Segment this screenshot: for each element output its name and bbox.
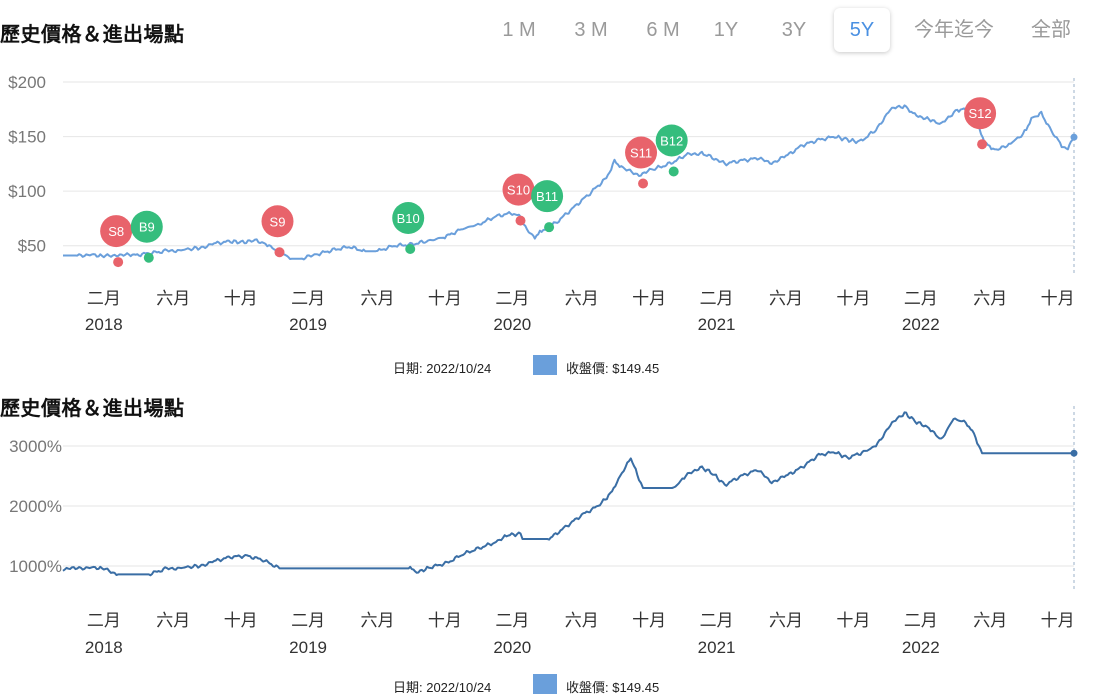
x-tick-month-label: 十月 bbox=[1041, 611, 1075, 631]
buy-point bbox=[405, 243, 416, 254]
x-tick-month-label: 二月 bbox=[291, 289, 325, 309]
legend-swatch bbox=[533, 355, 557, 375]
y-tick-label: $150 bbox=[8, 128, 46, 147]
x-tick-year-label: 2019 bbox=[289, 315, 327, 334]
x-tick-month-label: 六月 bbox=[565, 289, 599, 309]
x-tick-year-label: 2019 bbox=[289, 638, 327, 657]
x-tick-month-label: 六月 bbox=[973, 611, 1007, 631]
sell-point bbox=[515, 215, 526, 226]
sell-marker-label: S8 bbox=[108, 224, 124, 239]
x-tick-month-label: 十月 bbox=[836, 611, 870, 631]
sell-marker-bubble bbox=[502, 173, 535, 206]
y-tick-label: $200 bbox=[8, 73, 46, 92]
legend-close-price: 收盤價: $149.45 bbox=[566, 680, 660, 695]
last-point-dot bbox=[1070, 133, 1078, 141]
range-button-5y[interactable]: 5Y bbox=[834, 8, 890, 52]
y-tick-label: 3000% bbox=[9, 437, 62, 456]
sell-point bbox=[113, 257, 124, 268]
return-chart[interactable]: 1000% 2000% 3000% 二月 2018 六月 十月 二月 2019 六月 十月 二月 202… bbox=[0, 400, 1096, 665]
range-button-3m[interactable]: 3 M bbox=[574, 19, 608, 41]
buy-marker-bubble bbox=[130, 210, 163, 243]
range-button-all[interactable]: 全部 bbox=[1031, 19, 1071, 41]
sell-marker-label: S10 bbox=[507, 183, 530, 198]
x-tick-year-label: 2018 bbox=[85, 638, 123, 657]
x-tick-month-label: 二月 bbox=[291, 611, 325, 631]
buy-marker-label: B11 bbox=[536, 189, 558, 204]
x-tick-month-label: 二月 bbox=[700, 289, 734, 309]
x-tick-month-label: 六月 bbox=[156, 611, 190, 631]
x-tick-month-label: 六月 bbox=[973, 289, 1007, 309]
x-tick-year-label: 2021 bbox=[698, 315, 736, 334]
legend-date: 日期: 2022/10/24 bbox=[393, 361, 492, 376]
range-selector: 1 M 3 M 6 M 1Y 3Y 5Y 今年迄今 全部 bbox=[488, 8, 1088, 52]
sell-marker-label: S12 bbox=[969, 106, 992, 121]
x-tick-year-label: 2022 bbox=[902, 315, 940, 334]
legend-swatch bbox=[533, 674, 557, 694]
range-button-3y[interactable]: 3Y bbox=[781, 19, 807, 41]
sell-marker-bubble bbox=[261, 205, 294, 238]
x-tick-year-label: 2022 bbox=[902, 638, 940, 657]
x-tick-month-label: 十月 bbox=[632, 289, 666, 309]
sell-point bbox=[638, 178, 649, 189]
range-button-1y[interactable]: 1Y bbox=[713, 19, 739, 41]
buy-point bbox=[544, 222, 555, 233]
x-tick-month-label: 二月 bbox=[700, 611, 734, 631]
buy-point bbox=[143, 252, 154, 263]
x-tick-year-label: 2021 bbox=[698, 638, 736, 657]
x-tick-month-label: 十月 bbox=[428, 611, 462, 631]
series-line bbox=[63, 104, 1075, 261]
range-button-ytd[interactable]: 今年迄今 bbox=[914, 19, 994, 41]
x-tick-month-label: 十月 bbox=[224, 289, 258, 309]
x-tick-year-label: 2020 bbox=[493, 315, 531, 334]
y-tick-label: 1000% bbox=[9, 557, 62, 576]
sell-marker-bubble bbox=[625, 136, 658, 169]
x-tick-month-label: 六月 bbox=[361, 289, 395, 309]
legend-date: 日期: 2022/10/24 bbox=[393, 680, 492, 695]
range-button-6m[interactable]: 6 M bbox=[646, 19, 680, 41]
x-tick-month-label: 二月 bbox=[495, 289, 529, 309]
sell-point bbox=[977, 139, 988, 150]
range-button-1m[interactable]: 1 M bbox=[502, 19, 536, 41]
x-tick-month-label: 十月 bbox=[632, 611, 666, 631]
y-tick-label: $50 bbox=[18, 237, 46, 256]
x-tick-month-label: 六月 bbox=[769, 289, 803, 309]
x-tick-month-label: 二月 bbox=[87, 611, 121, 631]
last-point-dot bbox=[1070, 449, 1078, 457]
chart-title-return: 歷史價格＆進出場點 bbox=[0, 396, 185, 420]
buy-marker-label: B10 bbox=[397, 211, 420, 226]
buy-marker-label: B9 bbox=[139, 220, 155, 235]
x-tick-month-label: 十月 bbox=[836, 289, 870, 309]
x-tick-month-label: 六月 bbox=[565, 611, 599, 631]
sell-marker-bubble bbox=[100, 215, 133, 248]
x-tick-year-label: 2018 bbox=[85, 315, 123, 334]
sell-marker-label: S11 bbox=[630, 146, 652, 161]
x-tick-month-label: 六月 bbox=[156, 289, 190, 309]
x-tick-month-label: 二月 bbox=[904, 289, 938, 309]
x-tick-month-label: 二月 bbox=[87, 289, 121, 309]
x-tick-year-label: 2020 bbox=[493, 638, 531, 657]
x-tick-month-label: 十月 bbox=[428, 289, 462, 309]
chart-legend-price: 日期: 2022/10/24 收盤價: $149.45 bbox=[0, 355, 1096, 377]
buy-marker-bubble bbox=[655, 124, 688, 157]
x-tick-month-label: 二月 bbox=[904, 611, 938, 631]
y-tick-label: $100 bbox=[8, 182, 46, 201]
buy-marker-bubble bbox=[392, 201, 425, 234]
price-chart[interactable]: $50 $100 $150 $200 二月 2018 六月 十月 二月 2019 六月 十月 二月 202… bbox=[0, 60, 1096, 340]
x-tick-month-label: 十月 bbox=[1041, 289, 1075, 309]
sell-marker-label: S9 bbox=[270, 214, 286, 229]
x-tick-month-label: 二月 bbox=[495, 611, 529, 631]
buy-marker-label: B12 bbox=[660, 133, 683, 148]
buy-point bbox=[668, 166, 679, 177]
chart-legend-return: 日期: 2022/10/24 收盤價: $149.45 bbox=[0, 674, 1096, 696]
sell-marker-bubble bbox=[964, 97, 997, 130]
sell-point bbox=[274, 247, 285, 258]
x-tick-month-label: 六月 bbox=[769, 611, 803, 631]
x-tick-month-label: 六月 bbox=[361, 611, 395, 631]
series-line bbox=[62, 411, 1074, 577]
y-tick-label: 2000% bbox=[9, 497, 62, 516]
chart-title-price: 歷史價格＆進出場點 bbox=[0, 22, 185, 46]
legend-close-price: 收盤價: $149.45 bbox=[566, 361, 660, 376]
x-tick-month-label: 十月 bbox=[224, 611, 258, 631]
buy-marker-bubble bbox=[531, 180, 564, 213]
